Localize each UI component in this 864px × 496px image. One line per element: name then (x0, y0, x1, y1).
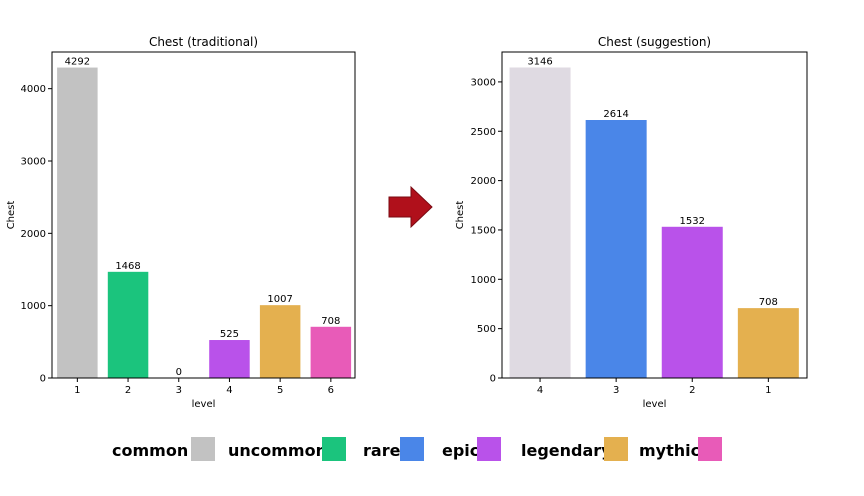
bar-level-4 (509, 67, 571, 378)
x-tick-label: 6 (328, 385, 334, 396)
plot-frame (501, 51, 808, 379)
x-axis-label: level (643, 399, 667, 410)
y-tick-label: 4000 (21, 84, 46, 95)
y-tick-label: 1000 (471, 275, 496, 286)
data-label: 1468 (115, 261, 140, 272)
legend-swatch-epic (477, 437, 501, 461)
right-arrow-icon (388, 185, 433, 229)
legend-label-epic: epic (442, 441, 479, 460)
x-tick-label: 5 (277, 385, 283, 396)
legend-label-uncommon: uncommon (228, 441, 327, 460)
x-tick-label: 4 (226, 385, 232, 396)
bar-level-6 (310, 326, 352, 378)
y-tick-label: 500 (477, 324, 496, 335)
legend-swatch-rare (400, 437, 424, 461)
data-label: 708 (321, 316, 340, 327)
bar-level-5 (259, 305, 301, 378)
data-label: 1007 (267, 294, 292, 305)
legend-swatch-mythic (698, 437, 722, 461)
data-label: 708 (759, 297, 778, 308)
data-label: 1532 (680, 216, 705, 227)
bar-level-2 (107, 271, 149, 378)
data-label: 3146 (527, 57, 552, 68)
y-tick-label: 0 (490, 374, 496, 385)
y-tick-label: 2500 (471, 127, 496, 138)
legend: common uncommon rare epic legendary mythic (112, 437, 722, 461)
bar-level-1 (57, 67, 98, 379)
legend-label-mythic: mythic (639, 441, 700, 460)
legend-label-rare: rare (363, 441, 401, 460)
y-axis-label: Chest (6, 201, 17, 230)
bar-level-3 (585, 120, 647, 378)
legend-swatch-common (191, 437, 215, 461)
chart-traditional: Chest (traditional) level Chest 4292 1 146… (6, 35, 356, 410)
chart-title: Chest (suggestion) (598, 35, 711, 49)
x-tick-label: 1 (765, 385, 771, 396)
y-tick-label: 1000 (21, 301, 46, 312)
legend-swatch-uncommon (322, 437, 346, 461)
bar-level-4 (209, 340, 250, 378)
chart-suggestion: Chest (suggestion) level Chest 3146 4 2614… (455, 35, 808, 410)
data-label: 525 (220, 329, 239, 340)
legend-label-legendary: legendary (521, 441, 612, 460)
x-tick-label: 3 (176, 385, 182, 396)
y-tick-label: 0 (40, 374, 46, 385)
y-tick-label: 3000 (21, 157, 46, 168)
legend-swatch-legendary (604, 437, 628, 461)
y-axis-label: Chest (455, 201, 466, 230)
y-tick-label: 2000 (471, 176, 496, 187)
bar-level-2 (661, 226, 723, 378)
y-tick-label: 3000 (471, 77, 496, 88)
legend-label-common: common (112, 441, 188, 460)
x-tick-label: 4 (537, 385, 543, 396)
data-label: 2614 (603, 109, 628, 120)
plot-frame (51, 51, 356, 379)
chart-title: Chest (traditional) (149, 35, 258, 49)
x-axis-label: level (192, 399, 216, 410)
x-tick-label: 3 (613, 385, 619, 396)
x-tick-label: 2 (689, 385, 695, 396)
bar-level-1 (737, 308, 799, 378)
data-label: 0 (176, 367, 182, 378)
y-tick-label: 2000 (21, 229, 46, 240)
x-tick-label: 2 (125, 385, 131, 396)
y-tick-label: 1500 (471, 225, 496, 236)
x-tick-label: 1 (74, 385, 80, 396)
data-label: 4292 (65, 57, 90, 68)
